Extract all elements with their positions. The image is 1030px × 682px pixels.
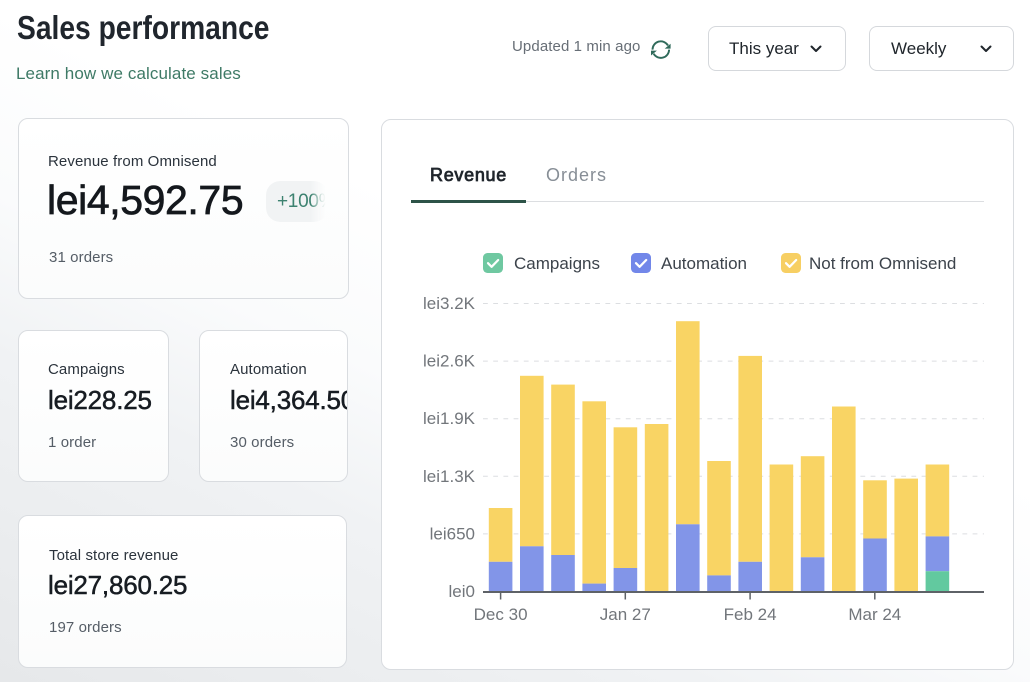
svg-text:Campaigns: Campaigns [514, 254, 600, 273]
svg-text:Automation: Automation [661, 254, 747, 273]
svg-text:Jan 27: Jan 27 [600, 605, 651, 624]
svg-text:lei1.9K: lei1.9K [423, 409, 476, 428]
svg-text:Mar 24: Mar 24 [848, 605, 901, 624]
svg-text:lei0: lei0 [449, 582, 475, 601]
svg-text:lei2.6K: lei2.6K [423, 352, 476, 371]
svg-text:lei1.3K: lei1.3K [423, 467, 476, 486]
svg-text:Feb 24: Feb 24 [724, 605, 777, 624]
svg-text:Dec 30: Dec 30 [474, 605, 528, 624]
svg-text:lei3.2K: lei3.2K [423, 294, 476, 313]
svg-text:lei650: lei650 [430, 524, 475, 543]
svg-text:Not from Omnisend: Not from Omnisend [809, 254, 956, 273]
